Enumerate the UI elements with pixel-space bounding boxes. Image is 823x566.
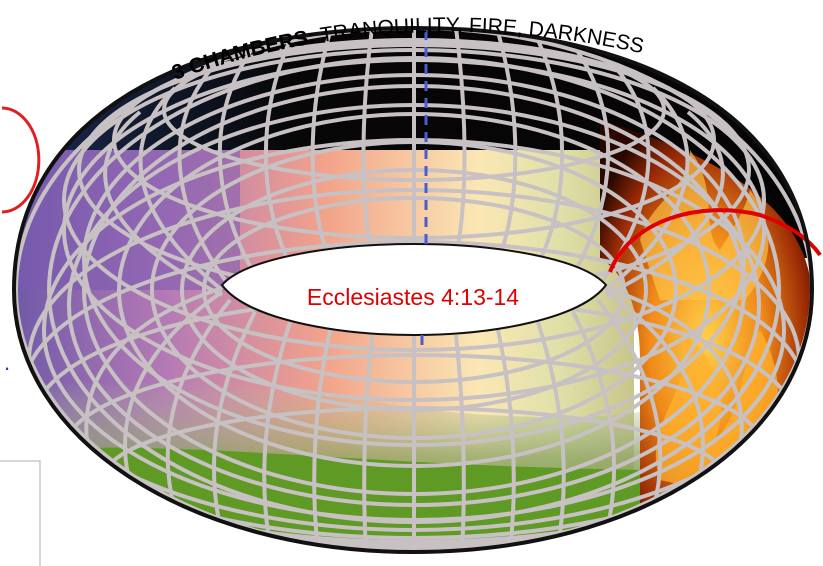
- left-red-circle-arc: [1, 106, 41, 214]
- torus-outline: [11, 25, 815, 555]
- torus-hole: [220, 242, 608, 337]
- left-box-frame: [0, 460, 41, 566]
- torus-grid-meridians: [84, 28, 744, 552]
- fire-red-arc: [608, 208, 822, 273]
- scripture-reference: Ecclesiastes 4:13-14: [306, 284, 520, 310]
- left-dot: .: [4, 350, 11, 375]
